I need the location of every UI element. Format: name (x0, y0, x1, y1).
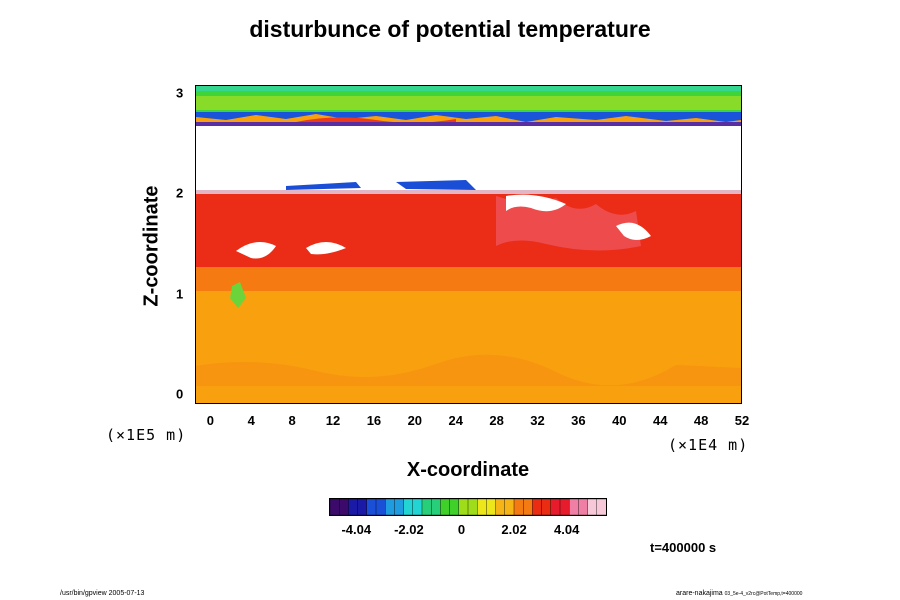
y-tick-label: 0 (176, 386, 184, 402)
x-tick-label: 44 (652, 413, 668, 428)
colorbar-tick-label: 2.02 (501, 522, 527, 537)
footer-detail: 03_5e-4_v2rc@PotTemp,t=400000 (724, 591, 803, 597)
colorbar-swatch (568, 499, 580, 515)
colorbar-swatch (403, 499, 414, 515)
colorbar-swatch (495, 499, 506, 515)
x-tick-label: 36 (571, 413, 586, 428)
colorbar-swatch (596, 499, 606, 515)
band-cyan (196, 86, 741, 91)
colorbar-swatch (504, 499, 515, 515)
colorbar-swatch (449, 499, 460, 515)
x-tick-label: 52 (734, 413, 750, 428)
plot-area (195, 85, 742, 404)
x-tick-label: 28 (489, 413, 504, 428)
colorbar-swatch (486, 499, 497, 515)
colorbar-swatch (532, 499, 543, 515)
x-tick-label: 8 (288, 413, 296, 428)
footer-program: /usr/bin/gpview 2005-07-13 (60, 590, 145, 597)
x-unit-label: (×1E4 m) (668, 436, 749, 454)
colorbar-swatch (375, 499, 386, 515)
band-blue-edge (196, 112, 741, 122)
colorbar-swatch (541, 499, 552, 515)
colorbar-swatch (522, 499, 534, 515)
x-axis-label: X-coordinate (406, 459, 530, 481)
red-layer-top-edge (196, 190, 741, 194)
colorbar-swatch (394, 499, 405, 515)
colorbar-swatches (330, 499, 606, 515)
x-tick-label: 48 (693, 413, 709, 428)
x-tick-label: 32 (530, 413, 545, 428)
colorbar-swatch (458, 499, 469, 515)
colorbar-swatch (430, 499, 442, 515)
blue-filaments (286, 180, 476, 190)
colorbar-swatch (587, 499, 598, 515)
band-purple-edge (196, 122, 741, 126)
x-tick-label: 24 (448, 413, 463, 428)
colorbar-swatch (467, 499, 478, 515)
x-tick-label: 40 (612, 413, 627, 428)
colorbar-swatch (421, 499, 432, 515)
colorbar-tick-label: 4.04 (554, 522, 580, 537)
colorbar-swatch (550, 499, 561, 515)
colorbar-tick-label: -2.02 (394, 522, 424, 537)
colorbar-swatch (366, 499, 377, 515)
time-label: t=400000 s (650, 540, 717, 555)
region-red-layer (196, 192, 741, 267)
colorbar-swatch (578, 499, 589, 515)
x-tick-label: 4 (247, 413, 255, 428)
band-green-yellow (196, 96, 741, 110)
y-tick-label: 1 (176, 286, 184, 302)
orange-streaks (196, 354, 741, 386)
colorbar-swatch (559, 499, 570, 515)
x-tick-label: 16 (366, 413, 382, 428)
y-tick-label: 2 (176, 185, 184, 201)
red-layer-pink-wisps (496, 196, 641, 251)
colorbar-swatch (348, 499, 359, 515)
x-tick-label: 0 (206, 413, 214, 428)
y-axis-label: Z-coordinate (140, 185, 163, 307)
white-eddy-right (506, 194, 651, 240)
heatmap-field (196, 86, 741, 403)
colorbar-tick-label: 0 (457, 522, 466, 537)
footer-author: arare-nakajima (676, 590, 723, 597)
colorbar-swatch (412, 499, 423, 515)
colorbar-swatch (476, 499, 488, 515)
y-tick-label: 3 (176, 85, 184, 101)
colorbar (329, 498, 607, 516)
colorbar-tick-label: -4.04 (341, 522, 372, 537)
colorbar-swatch (385, 499, 396, 515)
chart-title: disturbunce of potential temperature (249, 16, 651, 42)
x-tick-label: 20 (407, 413, 423, 428)
colorbar-swatch (330, 499, 340, 515)
footer-credit: arare-nakajima 03_5e-4_v2rc@PotTemp,t=40… (676, 590, 802, 597)
x-tick-label: 12 (325, 413, 341, 428)
y-unit-label: (×1E5 m) (106, 426, 187, 444)
colorbar-swatch (357, 499, 368, 515)
green-patch (230, 282, 246, 308)
region-white-gap (196, 126, 741, 192)
colorbar-swatch (440, 499, 451, 515)
colorbar-swatch (513, 499, 524, 515)
colorbar-swatch (338, 499, 350, 515)
white-eddy-left (236, 242, 346, 259)
